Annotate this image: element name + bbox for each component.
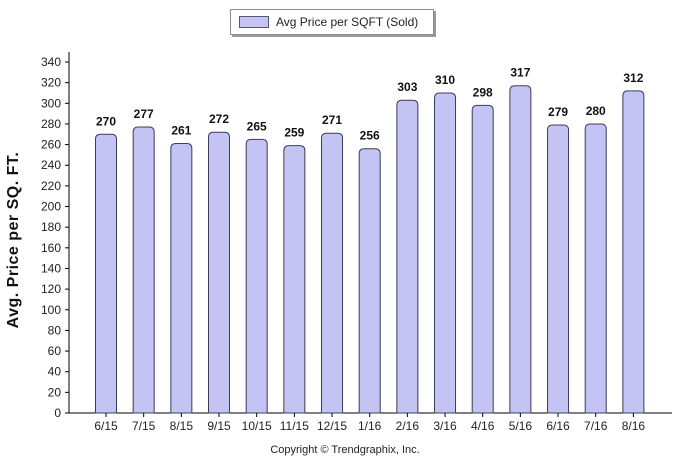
bar — [434, 92, 457, 414]
y-tick-label: 280 — [41, 117, 61, 131]
bar-value-label: 270 — [96, 114, 116, 128]
bar — [283, 145, 306, 414]
y-tick-label: 0 — [54, 406, 61, 420]
bar-value-label: 272 — [209, 112, 229, 126]
x-tick-label: 8/16 — [622, 419, 646, 433]
y-tick-label: 200 — [41, 200, 61, 214]
x-tick-label: 9/15 — [207, 419, 231, 433]
bar — [245, 138, 268, 414]
bar-value-label: 279 — [548, 105, 568, 119]
y-tick-label: 140 — [41, 261, 61, 275]
bar — [547, 124, 570, 414]
bar-value-label: 256 — [360, 129, 380, 143]
bar-value-label: 280 — [586, 104, 606, 118]
bar-value-label: 271 — [322, 113, 342, 127]
bar — [170, 143, 193, 414]
y-tick-label: 20 — [48, 385, 62, 399]
x-tick-label: 5/16 — [509, 419, 533, 433]
y-tick-label: 300 — [41, 96, 61, 110]
y-tick-label: 240 — [41, 158, 61, 172]
bar-value-label: 277 — [134, 107, 154, 121]
bar-value-label: 312 — [623, 71, 643, 85]
y-tick-label: 60 — [48, 344, 62, 358]
y-tick-label: 320 — [41, 76, 61, 90]
y-tick-label: 80 — [48, 323, 62, 337]
x-tick-label: 8/15 — [170, 419, 194, 433]
bar-value-label: 298 — [473, 85, 493, 99]
legend-label: Avg Price per SQFT (Sold) — [276, 15, 419, 29]
chart-legend: Avg Price per SQFT (Sold) — [230, 9, 434, 35]
bar — [471, 104, 494, 414]
bar — [208, 131, 231, 414]
copyright-footer: Copyright © Trendgraphix, Inc. — [270, 444, 420, 456]
y-tick-label: 260 — [41, 138, 61, 152]
x-tick-label: 6/15 — [94, 419, 118, 433]
bar — [132, 126, 155, 414]
y-tick-label: 100 — [41, 303, 61, 317]
bar-value-label: 261 — [171, 124, 191, 138]
bar — [584, 123, 607, 414]
bar — [396, 99, 419, 414]
bar — [95, 133, 117, 414]
x-tick-label: 12/15 — [317, 419, 347, 433]
x-tick-label: 7/15 — [132, 419, 156, 433]
bar — [509, 85, 532, 414]
x-tick-label: 3/16 — [433, 419, 457, 433]
x-tick-label: 1/16 — [358, 419, 382, 433]
legend-swatch — [239, 16, 269, 28]
y-tick-label: 160 — [41, 241, 61, 255]
y-tick-label: 120 — [41, 282, 61, 296]
bar — [321, 132, 344, 414]
bar-value-label: 259 — [284, 126, 304, 140]
x-tick-label: 4/16 — [471, 419, 495, 433]
bar — [358, 148, 381, 414]
x-tick-label: 7/16 — [584, 419, 608, 433]
y-tick-label: 220 — [41, 179, 61, 193]
x-tick-label: 6/16 — [546, 419, 570, 433]
y-tick-label: 340 — [41, 55, 61, 69]
bar — [622, 90, 645, 414]
y-tick-label: 40 — [48, 365, 62, 379]
x-tick-label: 11/15 — [280, 419, 309, 433]
bar-value-label: 310 — [435, 73, 455, 87]
y-tick-label: 180 — [41, 220, 61, 234]
bar-value-label: 265 — [247, 119, 267, 133]
bar-value-label: 317 — [510, 66, 530, 80]
x-tick-label: 10/15 — [242, 419, 272, 433]
bar-value-label: 303 — [397, 80, 417, 94]
x-tick-label: 2/16 — [396, 419, 420, 433]
